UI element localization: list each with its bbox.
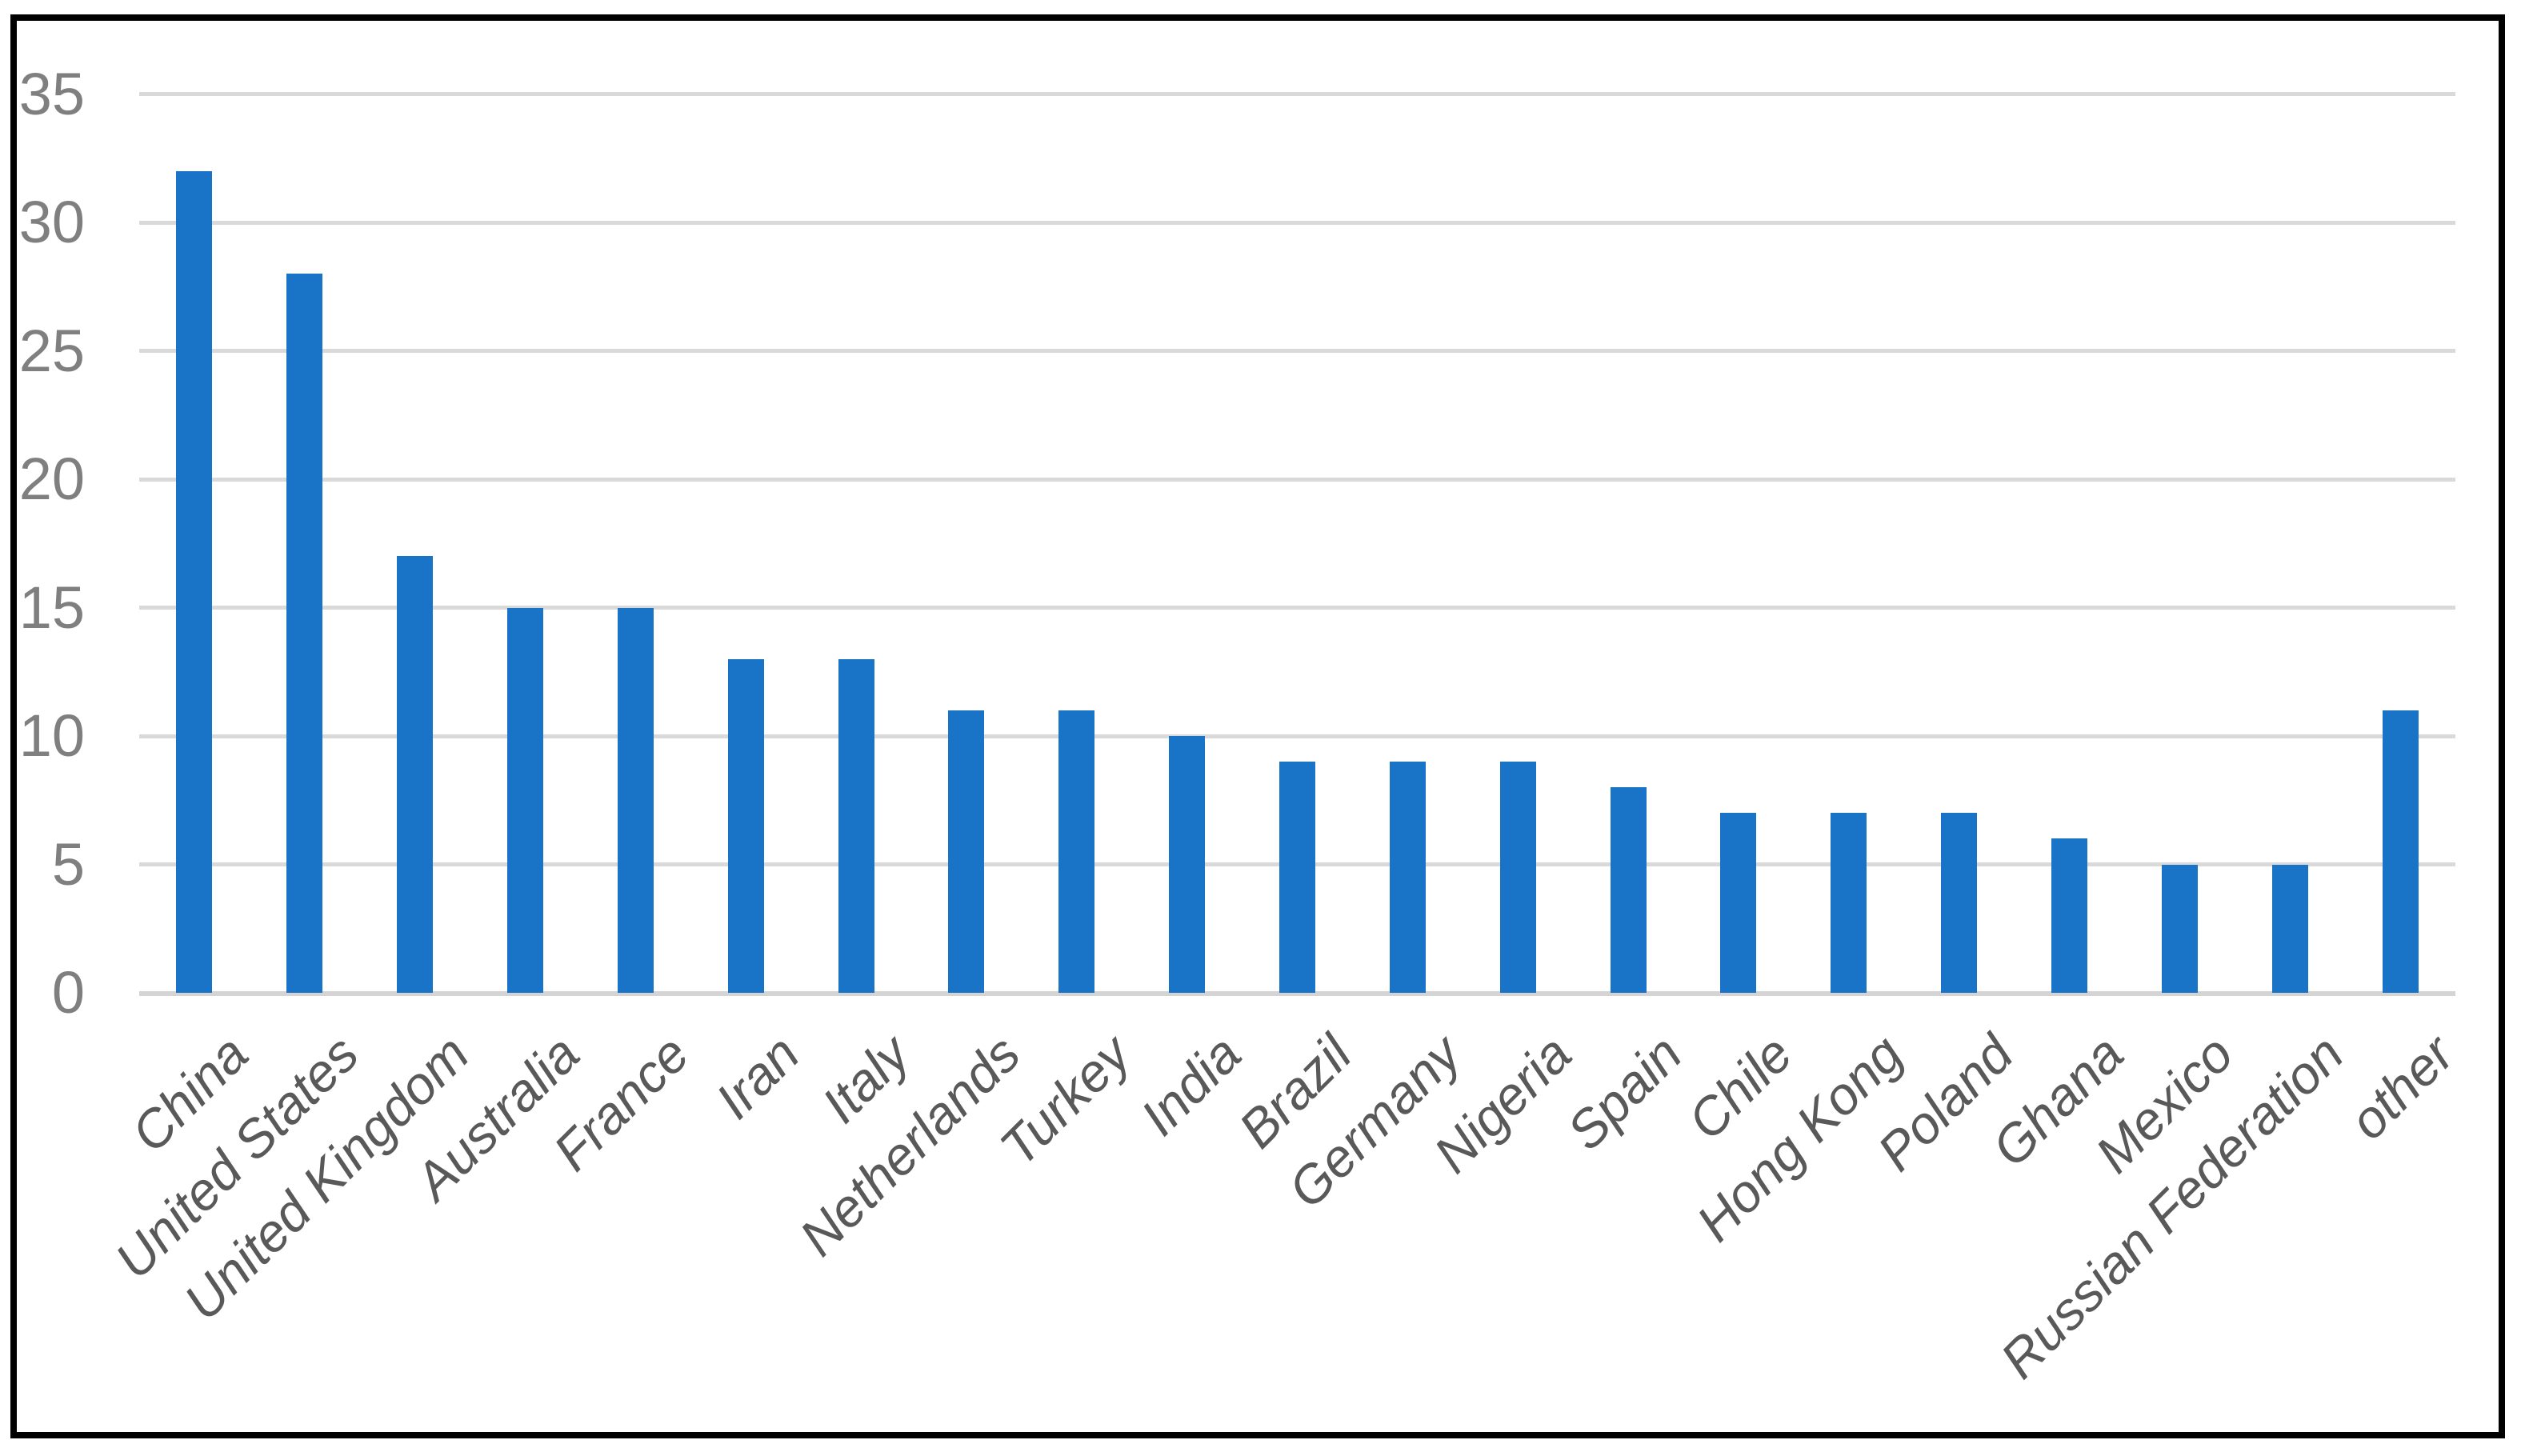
gridline-20 bbox=[139, 477, 2455, 482]
bar-united-kingdom bbox=[397, 556, 434, 993]
gridline-15 bbox=[139, 606, 2455, 610]
x-axis-line bbox=[139, 990, 2455, 996]
y-tick-label-25: 25 bbox=[18, 317, 85, 384]
bar-mexico bbox=[2161, 864, 2198, 993]
bar-spain bbox=[1610, 787, 1647, 993]
x-tick-label-spain: Spain bbox=[1555, 1023, 1693, 1162]
bar-poland bbox=[1941, 813, 1978, 993]
bar-ghana bbox=[2051, 838, 2087, 993]
bar-france bbox=[617, 607, 654, 993]
bar-iran bbox=[727, 658, 764, 993]
y-tick-label-15: 15 bbox=[18, 574, 85, 641]
bar-germany bbox=[1389, 762, 1426, 993]
bar-united-states bbox=[286, 274, 323, 993]
y-tick-label-5: 5 bbox=[51, 830, 85, 898]
bar-chile bbox=[1720, 813, 1757, 993]
gridline-35 bbox=[139, 92, 2455, 96]
x-tick-label-iran: Iran bbox=[704, 1023, 811, 1130]
bar-nigeria bbox=[1499, 762, 1536, 993]
gridline-25 bbox=[139, 349, 2455, 353]
y-tick-label-35: 35 bbox=[18, 60, 85, 127]
y-tick-label-20: 20 bbox=[18, 446, 85, 512]
y-tick-label-30: 30 bbox=[18, 189, 85, 255]
bar-brazil bbox=[1279, 762, 1315, 993]
gridline-30 bbox=[139, 220, 2455, 225]
bar-india bbox=[1169, 736, 1206, 993]
gridline-10 bbox=[139, 734, 2455, 738]
bar-netherlands bbox=[948, 710, 985, 993]
bar-other bbox=[2382, 710, 2419, 993]
x-tick-label-other: other bbox=[2338, 1023, 2465, 1151]
y-tick-label-0: 0 bbox=[51, 959, 85, 1026]
bar-australia bbox=[507, 607, 543, 993]
bar-russian-federation bbox=[2271, 864, 2308, 993]
bar-china bbox=[176, 170, 213, 993]
x-tick-label-india: India bbox=[1129, 1023, 1252, 1147]
bar-italy bbox=[838, 658, 874, 993]
bar-turkey bbox=[1058, 710, 1095, 993]
bar-hong-kong bbox=[1831, 813, 1867, 993]
y-tick-label-10: 10 bbox=[18, 702, 85, 769]
